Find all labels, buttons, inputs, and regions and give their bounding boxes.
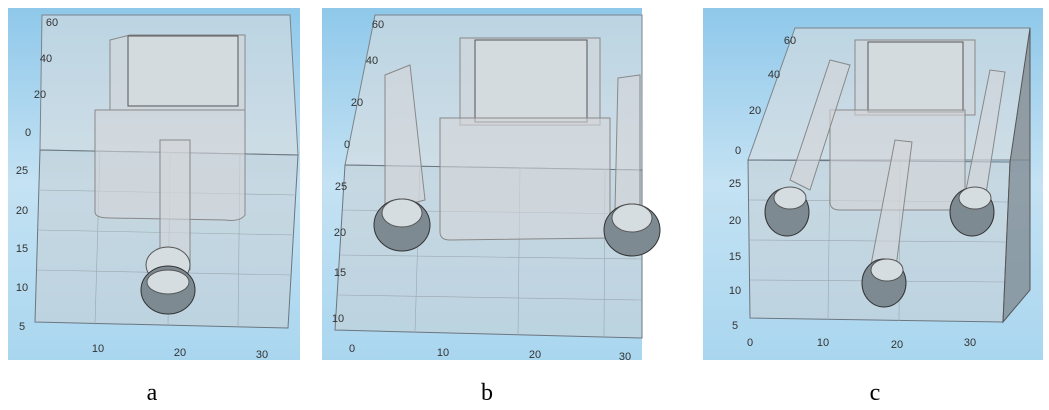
channel-opening xyxy=(128,36,238,106)
axis-tick-label: 30 xyxy=(964,337,976,349)
panel-c xyxy=(703,8,1043,360)
axis-tick-label: 5 xyxy=(19,321,25,333)
axis-tick-label: 20 xyxy=(174,347,186,359)
axis-tick-label: 20 xyxy=(351,97,363,109)
panel-label: c xyxy=(870,380,881,406)
channel-opening xyxy=(475,40,587,122)
axis-tick-label: 15 xyxy=(16,243,28,255)
axis-tick-label: 60 xyxy=(784,35,796,47)
axis-tick-label: 20 xyxy=(729,215,741,227)
axis-tick-label: 60 xyxy=(46,17,58,29)
axis-tick-label: 30 xyxy=(256,349,268,361)
panel-label: a xyxy=(147,380,158,406)
axis-tick-label: 20 xyxy=(34,89,46,101)
axis-tick-label: 25 xyxy=(335,181,347,193)
channel-opening xyxy=(868,42,963,112)
panel-label: b xyxy=(481,380,493,406)
figure: 60 40 20 0 25 20 15 10 5 10 20 30 a 60 40 20 0 25 20 15 10 0 1… xyxy=(0,0,1049,410)
axis-tick-label: 25 xyxy=(729,178,741,190)
channel-front xyxy=(440,118,610,240)
axis-tick-label: 0 xyxy=(747,337,753,349)
axis-tick-label: 40 xyxy=(768,69,780,81)
axis-tick-label: 20 xyxy=(749,105,761,117)
axis-tick-label: 10 xyxy=(332,313,344,325)
right-tube xyxy=(615,75,640,210)
axis-tick-label: 20 xyxy=(891,339,903,351)
axis-tick-label: 30 xyxy=(619,351,631,363)
left-rim xyxy=(774,187,806,209)
left-rim xyxy=(382,199,422,227)
axis-tick-label: 0 xyxy=(735,145,741,157)
axis-tick-label: 10 xyxy=(729,285,741,297)
right-rim xyxy=(612,204,652,232)
axis-tick-label: 40 xyxy=(366,55,378,67)
axis-tick-label: 10 xyxy=(16,282,28,294)
axis-tick-label: 10 xyxy=(92,343,104,355)
outlet-rim xyxy=(147,270,189,294)
axis-tick-label: 15 xyxy=(729,251,741,263)
axis-tick-label: 25 xyxy=(16,165,28,177)
axis-tick-label: 20 xyxy=(529,349,541,361)
axis-tick-label: 0 xyxy=(349,343,355,355)
axis-tick-label: 0 xyxy=(25,127,31,139)
axis-tick-label: 60 xyxy=(372,19,384,31)
right-rim xyxy=(959,187,991,209)
axis-tick-label: 15 xyxy=(334,267,346,279)
axis-tick-label: 40 xyxy=(40,53,52,65)
middle-rim xyxy=(871,259,903,281)
axis-tick-label: 10 xyxy=(817,337,829,349)
axis-tick-label: 20 xyxy=(334,227,346,239)
axis-tick-label: 10 xyxy=(437,347,449,359)
axis-tick-label: 20 xyxy=(16,205,28,217)
axis-tick-label: 5 xyxy=(732,320,738,332)
page: 60 40 20 0 25 20 15 10 5 10 20 30 a 60 40 20 0 25 20 15 10 0 1… xyxy=(0,0,1049,410)
axis-tick-label: 0 xyxy=(344,139,350,151)
